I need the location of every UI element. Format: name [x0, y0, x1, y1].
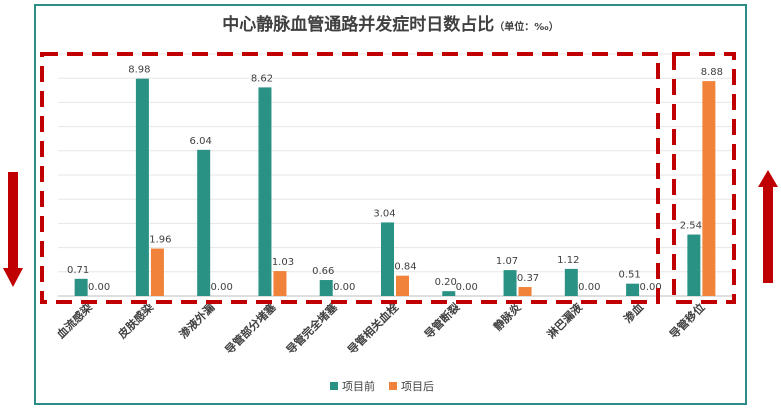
bar-before — [135, 78, 149, 297]
data-label-after: 0.00 — [333, 282, 355, 293]
category-label: 淋巴漏液 — [544, 300, 586, 342]
data-label-after: 0.00 — [211, 282, 233, 293]
data-label-before: 8.62 — [251, 73, 273, 84]
data-label-before: 2.54 — [680, 221, 702, 232]
legend-item-before: 项目前 — [330, 378, 375, 394]
data-label-after: 8.88 — [701, 67, 723, 78]
data-label-after: 0.84 — [394, 262, 416, 273]
category-label: 导管完全堵塞 — [283, 300, 340, 357]
bar-before — [197, 149, 211, 296]
data-label-after: 0.00 — [88, 282, 110, 293]
bar-before — [687, 234, 701, 296]
data-label-after: 0.37 — [517, 273, 539, 284]
data-label-after: 1.03 — [272, 257, 294, 268]
data-label-after: 1.96 — [149, 235, 171, 246]
data-label-before: 8.98 — [128, 65, 150, 76]
up-arrow-shaft — [763, 185, 773, 283]
category-label: 导管相关血栓 — [345, 300, 402, 357]
data-label-before: 0.71 — [67, 265, 89, 276]
data-label-before: 6.04 — [190, 136, 212, 147]
category-label: 导管断裂 — [421, 300, 462, 341]
up-arrow-icon — [758, 170, 778, 187]
annotation-box-left — [40, 52, 660, 304]
data-label-before: 1.07 — [496, 256, 518, 267]
bar-before — [381, 222, 394, 296]
category-label: 导管移位 — [666, 300, 707, 341]
chart-title: 中心静脉血管通路并发症时日数占比（单位：‰） — [34, 10, 747, 35]
bar-before — [258, 87, 272, 297]
bar-after — [702, 81, 716, 296]
bar-after — [396, 275, 409, 296]
bar-before — [564, 268, 578, 296]
data-label-after: 0.00 — [578, 282, 600, 293]
data-label-before: 3.04 — [373, 208, 395, 219]
data-label-before: 0.51 — [618, 270, 640, 281]
chart-legend: 项目前 项目后 — [330, 378, 434, 394]
bar-before — [442, 291, 456, 296]
legend-item-after: 项目后 — [389, 378, 434, 394]
bar-before — [626, 283, 640, 296]
bar-before — [503, 270, 517, 296]
bar-after — [150, 248, 164, 296]
category-label: 静脉炎 — [490, 300, 523, 333]
legend-label-after: 项目后 — [401, 380, 434, 393]
category-label: 血流感染 — [54, 300, 96, 342]
legend-label-before: 项目前 — [342, 380, 375, 393]
data-label-before: 0.20 — [435, 277, 457, 288]
chart-title-text: 中心静脉血管通路并发症时日数占比 — [222, 15, 495, 35]
bar-after — [518, 287, 532, 296]
bar-after — [273, 271, 287, 296]
category-label: 渗液外漏 — [176, 300, 217, 341]
category-label: 渗血 — [621, 300, 646, 325]
chart-frame — [34, 4, 747, 405]
legend-swatch-after — [389, 382, 397, 390]
bar-before — [319, 280, 333, 296]
legend-swatch-before — [330, 382, 338, 390]
data-label-before: 1.12 — [557, 255, 579, 266]
down-arrow-icon — [3, 268, 23, 287]
category-label: 皮肤感染 — [114, 300, 156, 342]
bar-before — [74, 278, 88, 296]
data-label-after: 0.00 — [639, 282, 661, 293]
category-label: 导管部分堵塞 — [222, 300, 279, 357]
chart-unit-label: （单位：‰） — [494, 22, 559, 33]
annotation-box-right — [672, 52, 736, 304]
data-label-before: 0.66 — [312, 266, 334, 277]
down-arrow-shaft — [8, 172, 18, 270]
data-label-after: 0.00 — [456, 282, 478, 293]
